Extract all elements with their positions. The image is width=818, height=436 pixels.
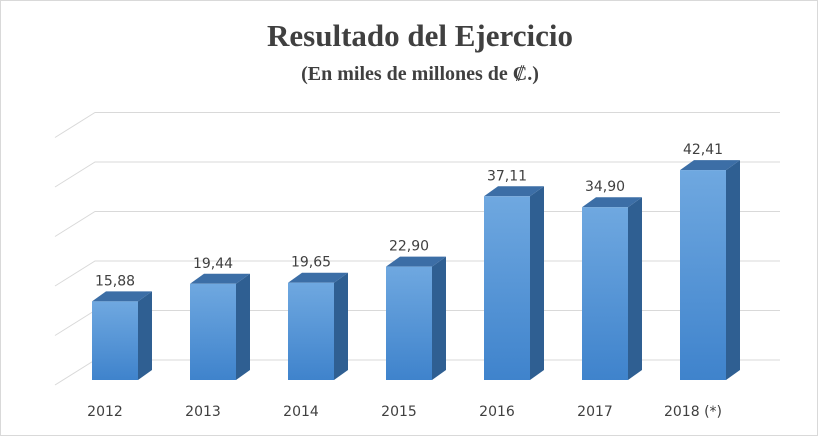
bar-top <box>92 291 152 302</box>
bar-side <box>138 291 152 380</box>
bar-front <box>288 282 334 380</box>
bar <box>92 291 152 380</box>
value-label: 15,88 <box>95 273 135 289</box>
bar <box>582 197 642 380</box>
bar <box>288 272 348 380</box>
bar-top <box>386 256 446 267</box>
grid-line <box>54 112 780 138</box>
bar-side <box>236 273 250 380</box>
bar-top <box>484 186 544 197</box>
x-tick-label: 2016 <box>479 404 515 420</box>
x-tick-label: 2018 (*) <box>664 404 722 420</box>
value-label: 22,90 <box>389 239 429 255</box>
value-label: 42,41 <box>683 142 723 158</box>
x-tick-label: 2017 <box>577 404 613 420</box>
bar <box>680 160 740 380</box>
bar <box>190 273 250 380</box>
x-tick-label: 2013 <box>185 404 221 420</box>
bar-front <box>386 266 432 380</box>
bar <box>386 256 446 380</box>
bar-front <box>190 283 236 380</box>
grid-line <box>54 260 780 287</box>
bar-side <box>628 197 642 380</box>
bar-top <box>190 273 250 284</box>
bar-front <box>484 196 530 380</box>
value-label: 37,11 <box>487 168 527 184</box>
bar-front <box>680 170 726 380</box>
bar-top <box>680 160 740 171</box>
chart-subtitle: (En miles de millones de ₡.) <box>301 63 539 85</box>
bar-side <box>432 256 446 380</box>
bar-top <box>288 272 348 283</box>
bar-front <box>92 301 138 380</box>
x-tick-label: 2012 <box>87 404 123 420</box>
chart-title: Resultado del Ejercicio <box>267 18 573 53</box>
bar-side <box>726 160 740 380</box>
bar-top <box>582 197 642 208</box>
grid-line <box>54 161 780 188</box>
value-label: 19,44 <box>193 256 233 272</box>
bar <box>484 186 544 380</box>
value-label: 34,90 <box>585 179 625 195</box>
value-label: 19,65 <box>291 255 331 271</box>
bar-side <box>334 272 348 380</box>
x-tick-label: 2015 <box>381 404 417 420</box>
x-tick-label: 2014 <box>283 404 319 420</box>
bar-front <box>582 207 628 380</box>
bar-side <box>530 186 544 380</box>
grid-line <box>54 211 780 237</box>
